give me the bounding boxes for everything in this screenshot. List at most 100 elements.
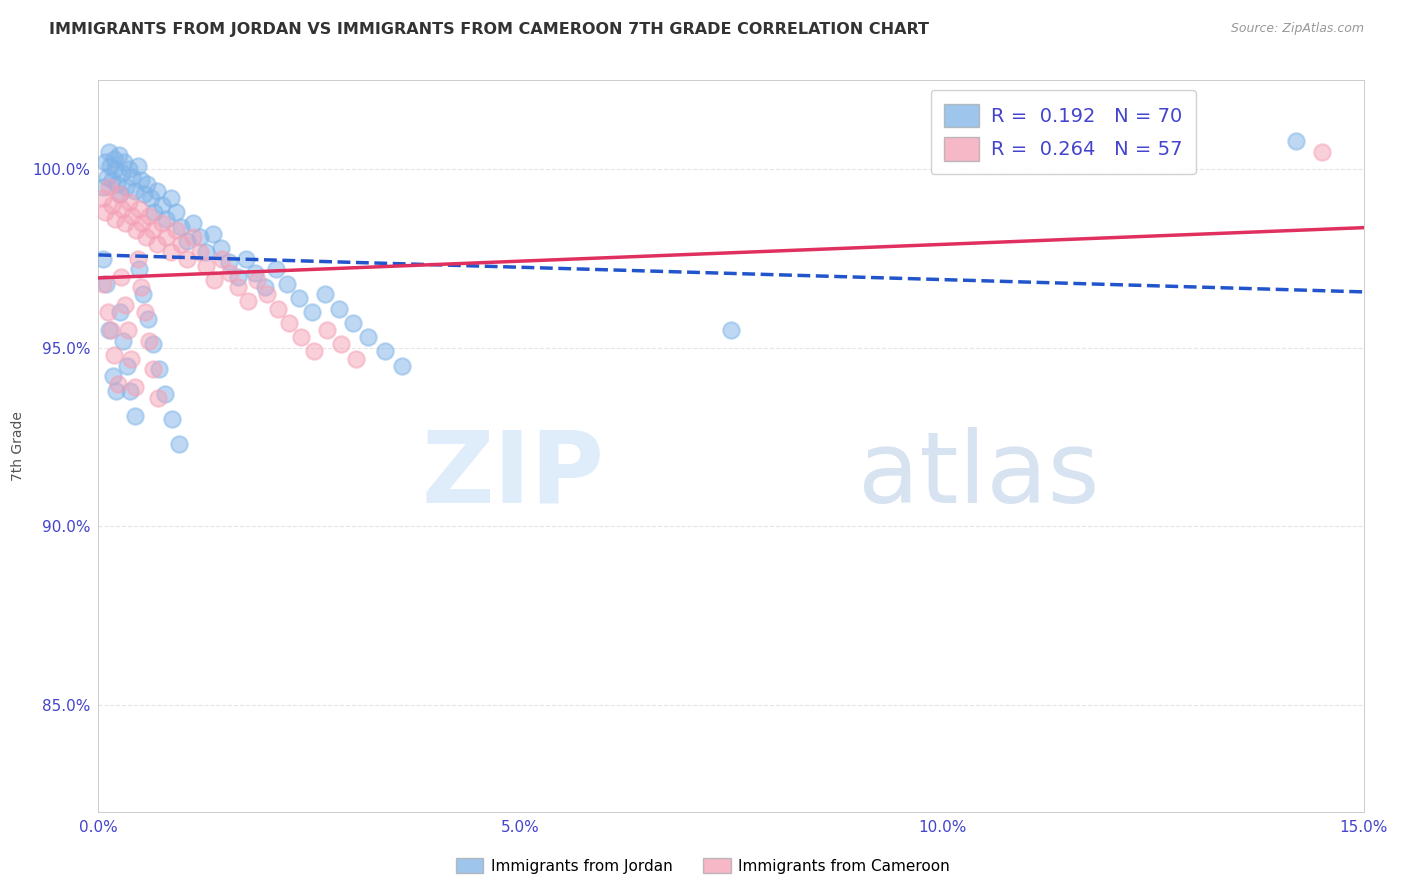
Point bbox=[111, 166, 134, 180]
Point bbox=[105, 177, 128, 191]
Point bbox=[253, 280, 276, 294]
Point bbox=[107, 376, 129, 391]
Text: Source: ZipAtlas.com: Source: ZipAtlas.com bbox=[1230, 22, 1364, 36]
Point bbox=[100, 323, 122, 337]
Point bbox=[121, 169, 143, 184]
Point bbox=[120, 351, 142, 366]
Legend: R =  0.192   N = 70, R =  0.264   N = 57: R = 0.192 N = 70, R = 0.264 N = 57 bbox=[931, 90, 1197, 175]
Point bbox=[219, 266, 242, 280]
Point bbox=[146, 237, 169, 252]
Point bbox=[176, 234, 198, 248]
Point bbox=[342, 316, 364, 330]
Point bbox=[139, 191, 162, 205]
Point bbox=[97, 180, 120, 194]
Point bbox=[91, 252, 114, 266]
Point bbox=[114, 216, 136, 230]
Point bbox=[136, 312, 159, 326]
Point bbox=[94, 277, 117, 291]
Point bbox=[103, 152, 125, 166]
Point bbox=[115, 359, 138, 373]
Point bbox=[142, 337, 165, 351]
Point bbox=[267, 301, 290, 316]
Point bbox=[124, 223, 146, 237]
Point bbox=[111, 334, 134, 348]
Point bbox=[176, 252, 198, 266]
Point bbox=[170, 237, 193, 252]
Point bbox=[94, 205, 117, 219]
Point bbox=[110, 187, 132, 202]
Y-axis label: 7th Grade: 7th Grade bbox=[11, 411, 25, 481]
Point bbox=[228, 280, 250, 294]
Point bbox=[314, 287, 336, 301]
Point bbox=[245, 266, 267, 280]
Point bbox=[316, 323, 339, 337]
Point bbox=[129, 173, 152, 187]
Point bbox=[132, 287, 155, 301]
Text: IMMIGRANTS FROM JORDAN VS IMMIGRANTS FROM CAMEROON 7TH GRADE CORRELATION CHART: IMMIGRANTS FROM JORDAN VS IMMIGRANTS FRO… bbox=[49, 22, 929, 37]
Point bbox=[235, 252, 257, 266]
Point bbox=[720, 323, 742, 337]
Point bbox=[160, 244, 183, 259]
Point bbox=[118, 194, 141, 209]
Point bbox=[391, 359, 413, 373]
Point bbox=[256, 287, 278, 301]
Point bbox=[128, 202, 150, 216]
Point bbox=[117, 323, 139, 337]
Point bbox=[160, 191, 183, 205]
Point bbox=[150, 198, 173, 212]
Point bbox=[374, 344, 396, 359]
Point bbox=[142, 223, 165, 237]
Point bbox=[165, 205, 187, 219]
Point bbox=[155, 230, 177, 244]
Point bbox=[101, 198, 124, 212]
Point bbox=[146, 184, 169, 198]
Point bbox=[202, 227, 225, 241]
Point bbox=[124, 380, 146, 394]
Point bbox=[276, 277, 298, 291]
Point bbox=[1285, 134, 1308, 148]
Point bbox=[114, 298, 136, 312]
Point bbox=[91, 180, 114, 194]
Point bbox=[107, 148, 129, 162]
Point bbox=[134, 305, 156, 319]
Point bbox=[131, 216, 153, 230]
Point bbox=[278, 316, 301, 330]
Point bbox=[98, 323, 121, 337]
Point bbox=[290, 330, 312, 344]
Point bbox=[150, 216, 173, 230]
Point bbox=[132, 187, 155, 202]
Point bbox=[103, 348, 125, 362]
Point bbox=[218, 255, 240, 269]
Point bbox=[181, 230, 204, 244]
Point bbox=[118, 162, 141, 177]
Point bbox=[155, 212, 177, 227]
Point bbox=[131, 280, 153, 294]
Point bbox=[188, 244, 211, 259]
Point bbox=[127, 252, 149, 266]
Point bbox=[288, 291, 311, 305]
Point bbox=[202, 273, 225, 287]
Point bbox=[105, 384, 128, 398]
Point bbox=[138, 209, 160, 223]
Point bbox=[246, 273, 269, 287]
Point bbox=[101, 173, 124, 187]
Point bbox=[344, 351, 367, 366]
Point bbox=[160, 412, 183, 426]
Point bbox=[128, 262, 150, 277]
Point bbox=[188, 230, 211, 244]
Point bbox=[91, 191, 114, 205]
Point bbox=[209, 241, 232, 255]
Point bbox=[127, 159, 149, 173]
Point bbox=[226, 269, 249, 284]
Point bbox=[302, 344, 325, 359]
Point bbox=[97, 145, 120, 159]
Point bbox=[107, 187, 129, 202]
Point bbox=[169, 437, 191, 451]
Point bbox=[170, 219, 193, 234]
Point bbox=[330, 337, 353, 351]
Point bbox=[110, 269, 132, 284]
Point bbox=[236, 294, 259, 309]
Point bbox=[148, 391, 170, 405]
Point bbox=[98, 159, 121, 173]
Point bbox=[301, 305, 323, 319]
